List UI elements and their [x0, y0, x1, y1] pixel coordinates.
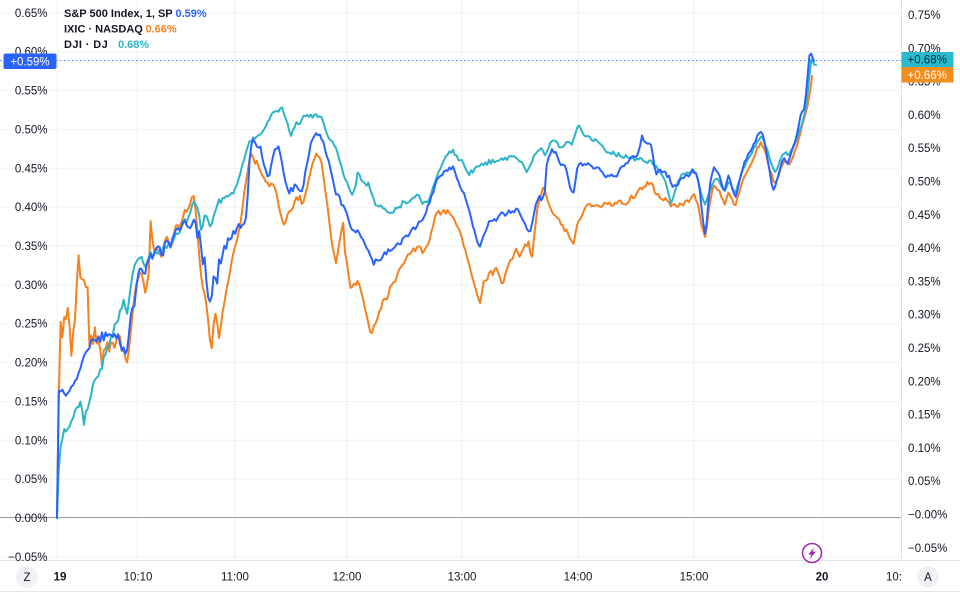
- svg-text:0.50%: 0.50%: [908, 177, 941, 189]
- svg-text:0.59%: 0.59%: [176, 8, 207, 20]
- svg-text:+0.59%: +0.59%: [10, 57, 49, 69]
- svg-text:14:00: 14:00: [564, 572, 593, 584]
- svg-text:11:00: 11:00: [221, 572, 249, 584]
- svg-text:0.60%: 0.60%: [908, 110, 941, 122]
- svg-text:+0.66%: +0.66%: [908, 70, 947, 82]
- svg-text:A: A: [924, 572, 932, 584]
- svg-text:0.35%: 0.35%: [15, 241, 48, 253]
- svg-text:0.40%: 0.40%: [15, 202, 48, 214]
- svg-text:15:00: 15:00: [680, 572, 709, 584]
- svg-text:S&P 500 Index, 1, SP: S&P 500 Index, 1, SP: [64, 8, 173, 20]
- svg-text:0.25%: 0.25%: [908, 343, 941, 355]
- svg-text:0.05%: 0.05%: [15, 474, 48, 486]
- svg-text:19: 19: [54, 572, 67, 584]
- svg-text:Z: Z: [23, 572, 30, 584]
- svg-text:0.30%: 0.30%: [15, 280, 48, 292]
- svg-text:10:: 10:: [886, 572, 902, 584]
- svg-text:0.40%: 0.40%: [908, 243, 941, 255]
- svg-text:0.10%: 0.10%: [908, 443, 941, 455]
- svg-text:0.30%: 0.30%: [908, 310, 941, 322]
- svg-text:0.68%: 0.68%: [118, 39, 149, 51]
- svg-text:0.20%: 0.20%: [15, 358, 48, 370]
- svg-text:0.55%: 0.55%: [15, 86, 48, 98]
- svg-text:0.45%: 0.45%: [908, 210, 941, 222]
- svg-text:0.25%: 0.25%: [15, 319, 48, 331]
- svg-text:10:10: 10:10: [124, 572, 153, 584]
- svg-text:0.50%: 0.50%: [15, 124, 48, 136]
- svg-text:DJI · DJ: DJI · DJ: [64, 39, 108, 51]
- svg-text:0.20%: 0.20%: [908, 376, 941, 388]
- svg-text:0.35%: 0.35%: [908, 276, 941, 288]
- svg-text:0.00%: 0.00%: [15, 513, 48, 525]
- svg-text:0.15%: 0.15%: [15, 396, 48, 408]
- svg-text:−0.00%: −0.00%: [908, 510, 947, 522]
- svg-text:−0.05%: −0.05%: [908, 543, 947, 555]
- svg-text:0.65%: 0.65%: [15, 8, 48, 20]
- svg-text:0.10%: 0.10%: [15, 435, 48, 447]
- svg-text:12:00: 12:00: [333, 572, 362, 584]
- svg-text:20: 20: [816, 572, 829, 584]
- svg-text:0.75%: 0.75%: [908, 10, 941, 22]
- svg-text:0.15%: 0.15%: [908, 410, 941, 422]
- svg-text:+0.68%: +0.68%: [908, 55, 947, 67]
- svg-text:0.45%: 0.45%: [15, 163, 48, 175]
- svg-text:0.55%: 0.55%: [908, 143, 941, 155]
- svg-text:0.05%: 0.05%: [908, 476, 941, 488]
- svg-text:−0.05%: −0.05%: [8, 552, 47, 564]
- svg-text:13:00: 13:00: [448, 572, 477, 584]
- svg-text:IXIC · NASDAQ: IXIC · NASDAQ: [64, 24, 143, 36]
- svg-text:0.66%: 0.66%: [146, 24, 177, 36]
